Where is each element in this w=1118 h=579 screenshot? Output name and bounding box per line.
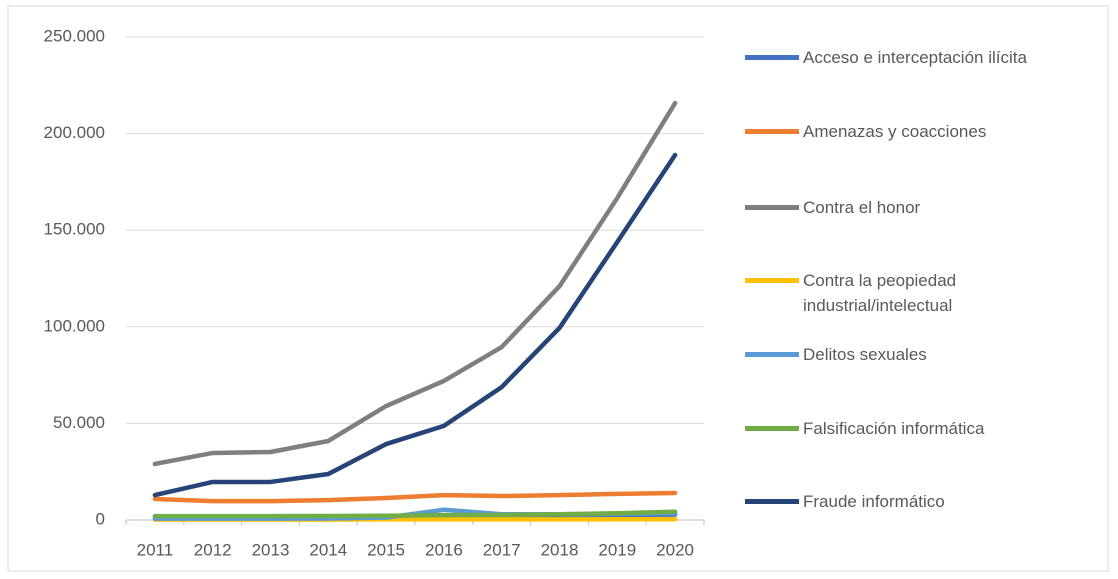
x-tick-label: 2016 <box>425 540 463 559</box>
series-line <box>152 100 678 467</box>
legend-item: Amenazas y coacciones <box>745 119 986 144</box>
legend-label: Fraude informático <box>803 491 945 511</box>
legend-label: Acceso e interceptación ilícita <box>803 47 1027 67</box>
legend-label: Amenazas y coacciones <box>803 121 987 141</box>
x-tick-label: 2011 <box>137 540 174 559</box>
y-tick-label: 50.000 <box>53 413 105 432</box>
legend-label: Contra el honor <box>803 197 921 217</box>
x-tick-label: 2020 <box>656 540 694 559</box>
chart-border <box>7 5 1109 572</box>
x-tick-label: 2012 <box>194 540 232 559</box>
legend-swatch <box>745 204 799 210</box>
x-tick-label: 2013 <box>252 540 290 559</box>
legend-item: Contra la peopiedad industrial/intelectu… <box>745 268 956 318</box>
y-tick-label: 100.000 <box>44 316 105 335</box>
legend-item: Acceso e interceptación ilícita <box>745 45 1027 70</box>
legend-label: Delitos sexuales <box>803 344 927 364</box>
legend-swatch <box>745 128 799 134</box>
series-line <box>152 509 678 519</box>
y-tick-label: 200.000 <box>44 123 105 142</box>
legend-swatch <box>745 54 799 60</box>
legend-item: Fraude informático <box>745 489 945 514</box>
legend-item: Contra el honor <box>745 195 920 220</box>
legend-swatch <box>745 278 799 283</box>
legend-swatch <box>745 498 799 504</box>
y-tick-label: 0 <box>96 509 105 528</box>
series-line <box>152 152 678 498</box>
y-tick-label: 150.000 <box>44 220 105 239</box>
legend-label: Falsificación informática <box>803 418 985 438</box>
series-line <box>152 490 678 504</box>
x-tick-label: 2014 <box>309 540 347 559</box>
legend-label: Contra la peopiedad industrial/intelectu… <box>803 271 957 315</box>
x-tick-label: 2019 <box>598 540 636 559</box>
legend-swatch <box>745 425 799 431</box>
legend-item: Delitos sexuales <box>745 342 927 367</box>
x-tick-label: 2017 <box>483 540 521 559</box>
x-tick-label: 2018 <box>541 540 579 559</box>
legend-swatch <box>745 351 799 357</box>
x-tick-label: 2015 <box>367 540 405 559</box>
legend-item: Falsificación informática <box>745 416 984 441</box>
y-tick-label: 250.000 <box>44 26 105 45</box>
